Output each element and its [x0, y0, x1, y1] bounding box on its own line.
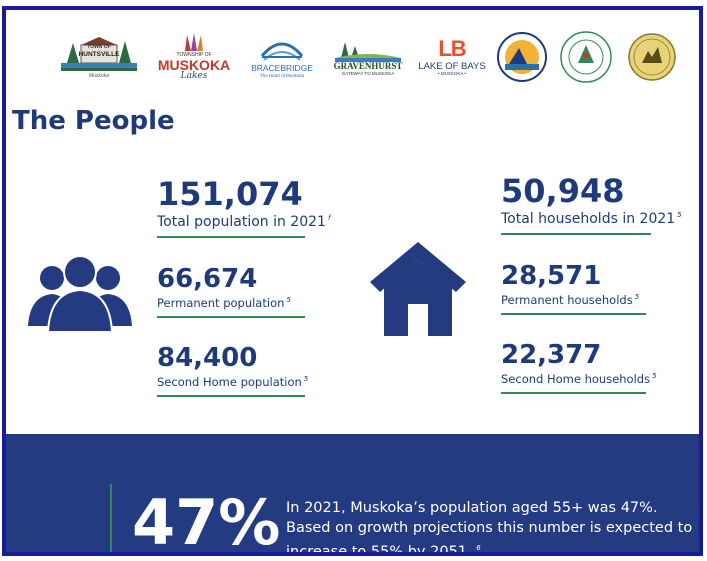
logo-gravenhurst: GRAVENHURST GATEWAY TO MUSKOKA [326, 28, 410, 86]
banner-line-3: increase to 55% by 2051. 6 [286, 543, 481, 556]
logo-huntsville-top: TOWN OF [87, 43, 111, 50]
logo-muskoka-lakes-top: TOWNSHIP OF [176, 52, 212, 58]
stat-total-population-label: Total population in 2021 f [157, 214, 331, 230]
stat-divider [157, 394, 305, 397]
logo-huntsville-sub: Muskoka [88, 73, 109, 80]
banner-description: In 2021, Muskoka’s population aged 55+ w… [286, 498, 699, 556]
stat-total-households-value: 50,948 [501, 172, 625, 210]
logo-lake-of-bays-title: LAKE OF BAYS [418, 60, 486, 72]
banner-line-2: Based on growth projections this number … [286, 520, 693, 536]
banner-divider [110, 484, 112, 552]
logo-bracebridge-sub: The Heart of Muskoka [259, 72, 305, 78]
stat-divider [501, 233, 651, 236]
stat-total-population-value: 151,074 [157, 175, 303, 213]
stat-divider [157, 236, 305, 239]
logo-gravenhurst-sub: GATEWAY TO MUSKOKA [341, 70, 395, 76]
logo-bracebridge: BRACEBRIDGE The Heart of Muskoka [246, 28, 318, 86]
logo-bracebridge-title: BRACEBRIDGE [251, 63, 313, 73]
page-title: The People [12, 106, 175, 136]
logo-moose-deer-point [626, 28, 678, 86]
stat-second-home-population-label: Second Home population 5 [157, 375, 309, 389]
stat-permanent-households: 28,571 Permanent households 5 [501, 263, 646, 315]
house-icon [370, 242, 466, 336]
banner-percent: 47% [132, 486, 281, 556]
stat-second-home-population-value: 84,400 [157, 343, 258, 373]
banner-line-1: In 2021, Muskoka’s population aged 55+ w… [286, 500, 658, 516]
infographic-frame: TOWN OF HUNTSVILLE Muskoka TOWNSHIP OF M… [2, 6, 703, 556]
stat-divider [501, 312, 646, 315]
stat-total-population: 151,074 Total population in 2021 f [157, 175, 331, 239]
stat-permanent-population-value: 66,674 [157, 264, 258, 294]
logo-muskoka-lakes-sub: Lakes [180, 71, 208, 81]
stat-second-home-households-value: 22,377 [501, 340, 602, 370]
logo-lake-of-bays-sub: • MUSKOKA • [438, 71, 466, 76]
stat-divider [157, 315, 305, 318]
municipal-logos-row: TOWN OF HUNTSVILLE Muskoka TOWNSHIP OF M… [58, 28, 688, 86]
logo-huntsville-title: HUNTSVILLE [78, 50, 120, 58]
stat-divider [501, 391, 646, 394]
stat-second-home-households-label: Second Home households 5 [501, 372, 657, 386]
bracebridge-bridge-icon [260, 42, 304, 61]
moose-deer-point-seal-icon [628, 33, 676, 81]
logo-wahta-mohawks [558, 28, 614, 86]
logo-georgian-bay [496, 28, 548, 86]
gravenhurst-landscape-icon [335, 41, 401, 62]
stat-permanent-population: 66,674 Permanent population 5 [157, 266, 305, 318]
stat-second-home-population: 84,400 Second Home population 5 [157, 343, 309, 397]
logo-gravenhurst-title: GRAVENHURST [333, 60, 403, 71]
age-banner: 47% In 2021, Muskoka’s population aged 5… [6, 434, 699, 556]
people-group-icon [28, 255, 132, 332]
stat-permanent-households-value: 28,571 [501, 261, 602, 291]
logo-muskoka-lakes-title: MUSKOKA [157, 57, 231, 73]
wahta-seal-icon [560, 31, 612, 83]
georgian-bay-seal-icon [497, 32, 547, 82]
stat-permanent-households-label: Permanent households 5 [501, 293, 640, 307]
stat-second-home-households: 22,377 Second Home households 5 [501, 340, 657, 394]
logo-lake-of-bays: LB LAKE OF BAYS • MUSKOKA • [414, 28, 490, 86]
logo-huntsville: TOWN OF HUNTSVILLE Muskoka [58, 28, 140, 86]
stat-total-households-label: Total households in 2021 5 [501, 211, 682, 227]
logo-lake-of-bays-mark: LB [438, 35, 466, 61]
stat-total-households: 50,948 Total households in 2021 5 [501, 172, 682, 236]
huntsville-emblem-icon [61, 36, 137, 71]
stat-permanent-population-label: Permanent population 5 [157, 296, 291, 310]
logo-muskoka-lakes: TOWNSHIP OF MUSKOKA Lakes [154, 28, 234, 86]
muskoka-lakes-chairs-icon [185, 33, 203, 51]
